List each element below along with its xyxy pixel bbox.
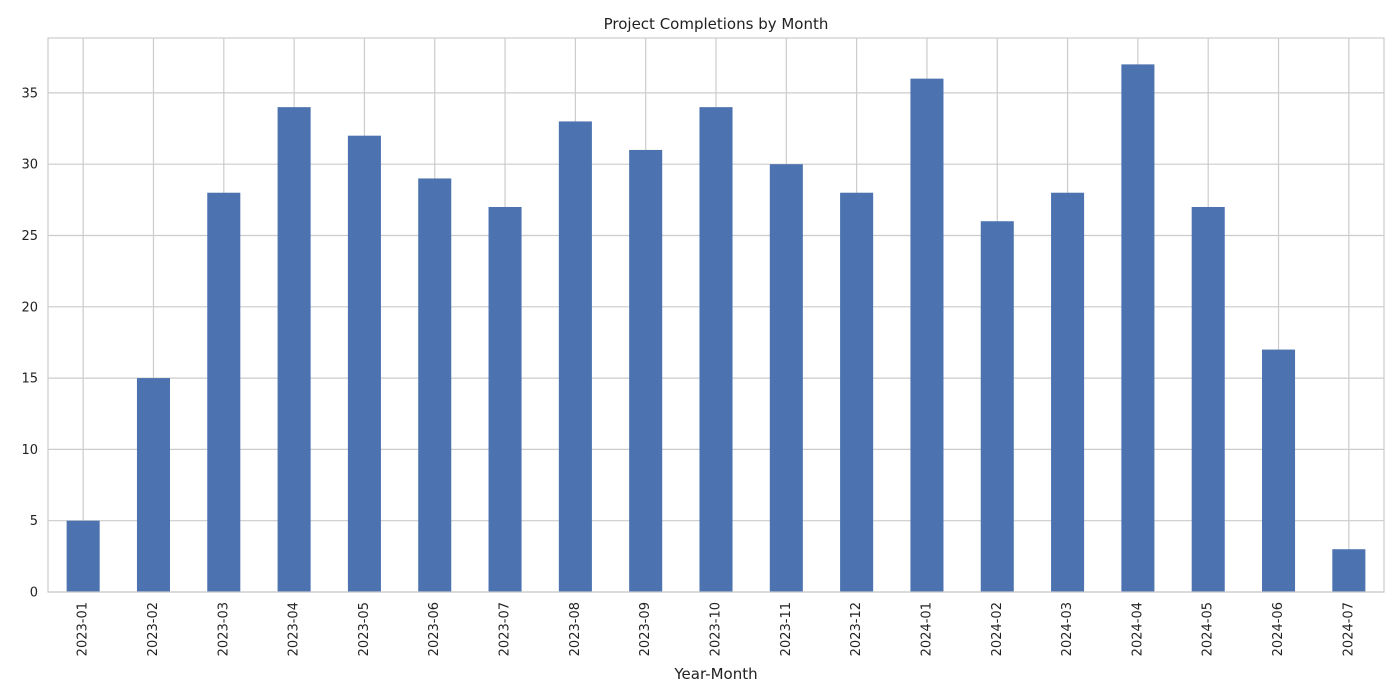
x-tick-label: 2024-01 xyxy=(919,602,934,656)
bar-2023-10 xyxy=(699,107,733,592)
y-tick-label: 25 xyxy=(21,229,38,244)
y-tick-label: 15 xyxy=(21,372,38,387)
bar-2024-07 xyxy=(1332,549,1366,592)
y-tick-label: 5 xyxy=(30,514,38,529)
bar-2023-06 xyxy=(418,178,452,592)
bar-2024-03 xyxy=(1051,192,1085,593)
x-tick-label: 2023-05 xyxy=(357,602,372,656)
bar-2023-01 xyxy=(66,520,100,592)
x-tick-label: 2023-12 xyxy=(849,602,864,656)
x-tick-label: 2024-05 xyxy=(1201,602,1216,656)
plot-frame xyxy=(47,37,1385,593)
y-tick-label: 20 xyxy=(21,300,38,315)
x-tick-label: 2023-01 xyxy=(76,602,91,656)
x-tick-label: 2024-03 xyxy=(1060,602,1075,656)
x-tick-label: 2024-02 xyxy=(990,602,1005,656)
bar-2023-12 xyxy=(840,192,874,593)
bar-2024-06 xyxy=(1262,349,1296,592)
y-tick-labels: 0 5 10 15 20 25 30 35 xyxy=(21,86,38,600)
bar-2023-03 xyxy=(207,192,241,593)
bar-2024-05 xyxy=(1191,206,1225,592)
y-tick-label: 30 xyxy=(21,158,38,173)
bar-2024-02 xyxy=(980,221,1014,592)
bar-2023-02 xyxy=(136,378,170,592)
x-tick-label: 2023-02 xyxy=(146,602,161,656)
y-tick-label: 35 xyxy=(21,86,38,101)
bar-2023-09 xyxy=(629,149,663,592)
y-tick-label: 10 xyxy=(21,443,38,458)
x-tick-label: 2023-04 xyxy=(287,602,302,656)
bars-layer xyxy=(66,64,1366,593)
x-axis-label: Year-Month xyxy=(673,665,757,683)
x-tick-label: 2023-08 xyxy=(568,602,583,656)
bar-2023-07 xyxy=(488,206,522,592)
bar-2023-11 xyxy=(769,164,803,592)
bar-2023-04 xyxy=(277,107,311,592)
x-tick-label: 2023-07 xyxy=(498,602,513,656)
x-tick-label: 2024-06 xyxy=(1271,602,1286,656)
bar-2023-08 xyxy=(558,121,592,593)
y-tick-label: 0 xyxy=(30,586,38,601)
bar-2023-05 xyxy=(347,135,381,592)
chart-title: Project Completions by Month xyxy=(604,15,829,33)
bar-2024-01 xyxy=(910,78,944,592)
x-tick-label: 2023-10 xyxy=(709,602,724,656)
x-tick-labels: 2023-01 2023-02 2023-03 2023-04 2023-05 2023-… xyxy=(76,602,1357,656)
bar-2024-04 xyxy=(1121,64,1155,592)
x-tick-label: 2024-04 xyxy=(1130,602,1145,656)
x-tick-label: 2023-11 xyxy=(779,602,794,656)
x-tick-label: 2023-06 xyxy=(427,602,442,656)
x-tick-label: 2024-07 xyxy=(1341,602,1356,656)
x-tick-label: 2023-09 xyxy=(638,602,653,656)
x-tick-label: 2023-03 xyxy=(216,602,231,656)
